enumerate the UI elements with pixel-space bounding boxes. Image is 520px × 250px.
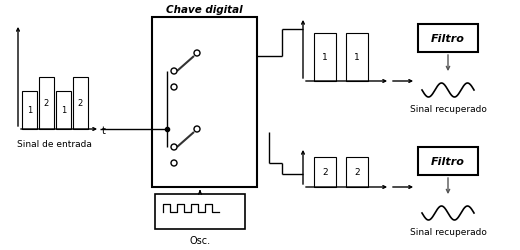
Text: 1: 1 [322,53,328,62]
Bar [73,78,88,130]
Circle shape [194,126,200,132]
Text: 2: 2 [322,168,328,177]
Text: Sinal de entrada: Sinal de entrada [17,140,92,148]
Circle shape [194,51,200,57]
Text: t: t [102,126,106,136]
Circle shape [171,69,177,75]
Text: Filtro: Filtro [431,34,465,44]
Bar [56,92,71,130]
Text: Osc.: Osc. [189,235,211,245]
Text: 1: 1 [61,106,66,115]
Bar [22,92,37,130]
Text: 1: 1 [27,106,32,115]
Text: Chave digital: Chave digital [166,5,243,15]
Circle shape [171,144,177,150]
Text: 2: 2 [44,99,49,108]
Bar [418,25,478,53]
Text: 1: 1 [354,53,360,62]
Bar [346,34,368,82]
Bar [314,157,336,187]
Circle shape [171,85,177,91]
Text: Filtro: Filtro [431,156,465,166]
Bar [314,34,336,82]
Text: Sinal recuperado: Sinal recuperado [410,104,486,114]
Bar [346,157,368,187]
Bar [418,148,478,175]
Text: 2: 2 [78,99,83,108]
Bar [152,18,257,187]
Text: Sinal recuperado: Sinal recuperado [410,227,486,236]
Circle shape [171,160,177,166]
Text: 2: 2 [354,168,360,177]
Bar [39,78,54,130]
Bar [155,194,245,229]
